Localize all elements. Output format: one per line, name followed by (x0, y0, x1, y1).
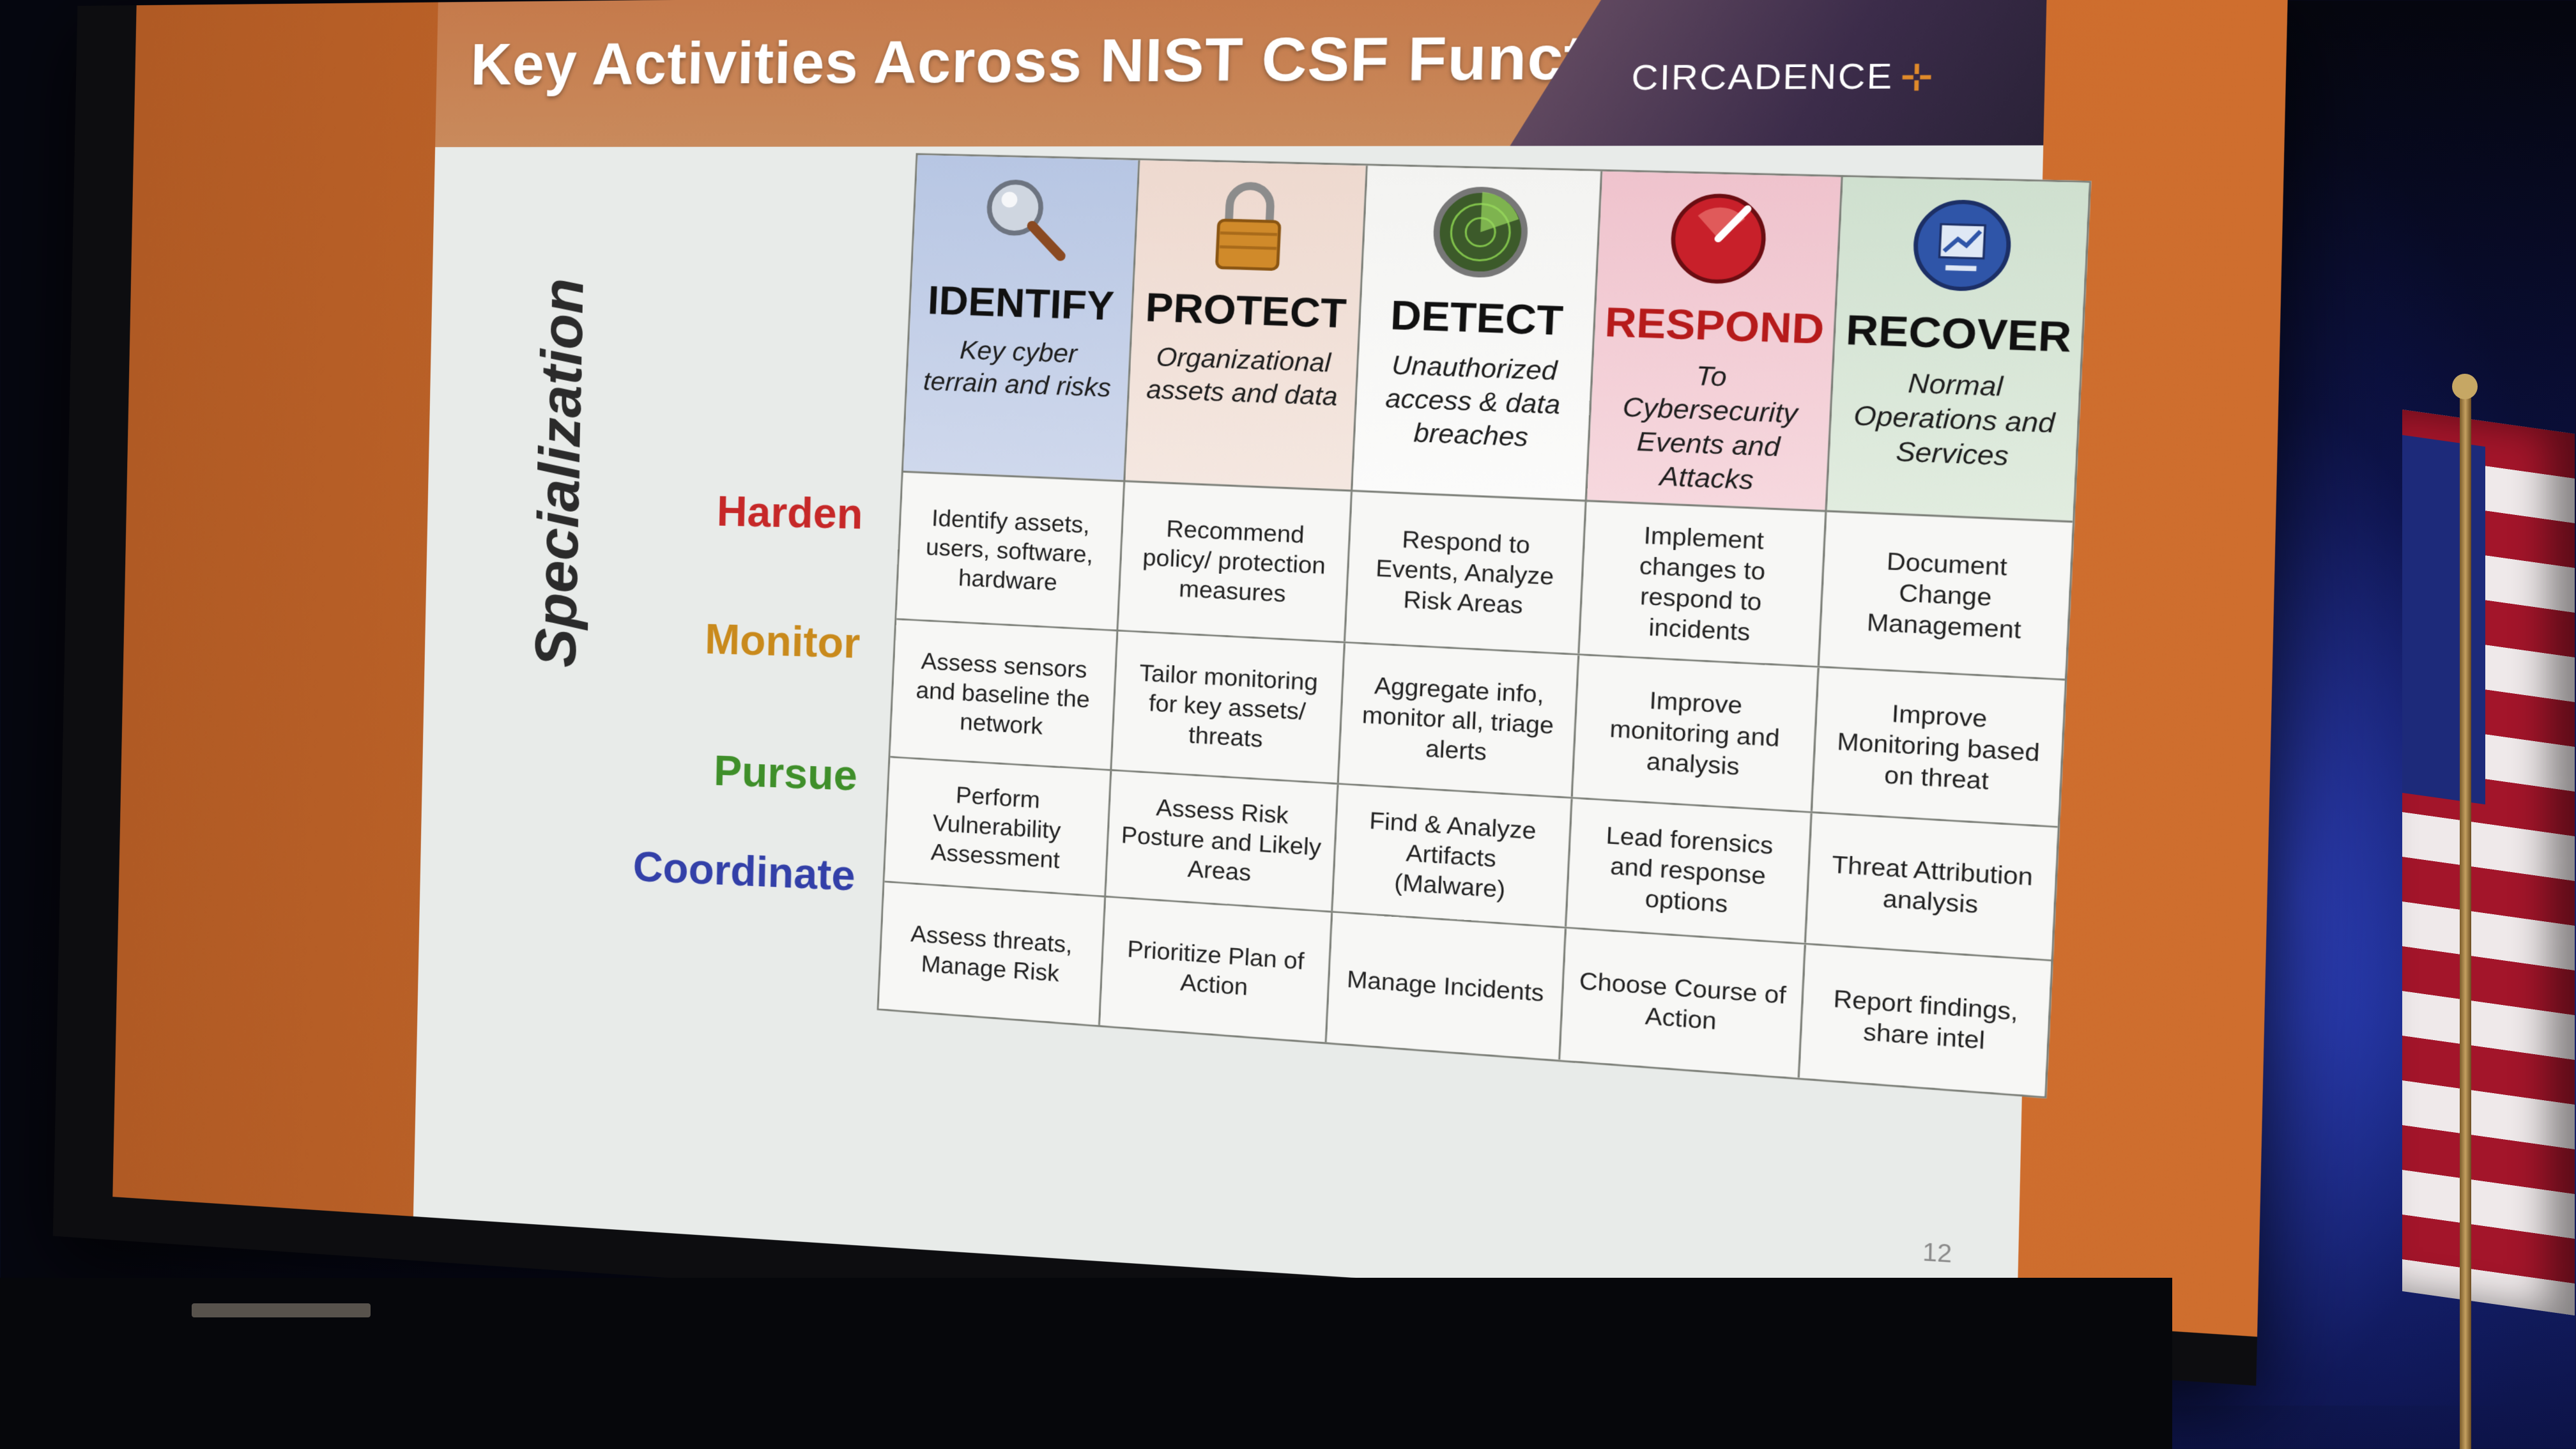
table-cell: Perform Vulnerability Assessment (885, 758, 1112, 896)
function-name: RESPOND (1594, 298, 1835, 355)
table-cell: Assess threats, Manage Risk (879, 882, 1106, 1025)
table-header-row: IDENTIFY Key cyber terrain and risks PRO… (903, 155, 2089, 523)
row-label-harden: Harden (608, 484, 864, 539)
table-cell: Improve monitoring and analysis (1573, 656, 1820, 811)
presentation-slide: Key Activities Across NIST CSF Functions… (413, 0, 2047, 1321)
function-description: Normal Operations and Services (1846, 364, 2064, 475)
table-cell: Choose Course of Action (1560, 929, 1806, 1078)
function-name: PROTECT (1132, 284, 1360, 338)
table-cell: Assess sensors and baseline the network (891, 620, 1118, 769)
function-name: IDENTIFY (910, 277, 1133, 330)
table-cell: Report findings, share intel (1800, 945, 2051, 1096)
table-cell: Manage Incidents (1327, 913, 1567, 1060)
header-identify: IDENTIFY Key cyber terrain and risks (903, 155, 1140, 482)
brand-mark-icon: ⊹ (1900, 57, 1935, 97)
table-cell: Improve Monitoring based on threat (1813, 668, 2065, 825)
slide-title-bar: Key Activities Across NIST CSF Functions… (435, 0, 2047, 147)
header-recover: RECOVER Normal Operations and Services (1827, 177, 2089, 523)
table-cell: Prioritize Plan of Action (1100, 898, 1333, 1042)
header-protect: PROTECT Organizational assets and data (1125, 160, 1368, 492)
table-cell: Tailor monitoring for key assets/ threat… (1112, 632, 1346, 783)
table-cell: Lead forensics and response options (1567, 799, 1813, 942)
header-detect: DETECT Unauthorized access & data breach… (1353, 165, 1602, 502)
function-description: Unauthorized access & data breaches (1370, 348, 1576, 456)
table-cell: Respond to Events, Analyze Risk Areas (1346, 492, 1586, 654)
function-name: RECOVER (1835, 305, 2083, 362)
table-cell: Threat Attribution analysis (1807, 813, 2058, 960)
alert-dial-icon (1662, 187, 1774, 291)
nist-csf-table: IDENTIFY Key cyber terrain and risks PRO… (877, 153, 2091, 1099)
table-cell: Identify assets, users, software, hardwa… (896, 473, 1124, 630)
slide-title: Key Activities Across NIST CSF Functions (470, 22, 1724, 98)
brand-name: CIRCADENCE (1631, 57, 1894, 98)
flag-pole-finial (2452, 374, 2478, 399)
row-label-monitor: Monitor (605, 611, 861, 668)
page-number: 12 (1922, 1238, 1952, 1269)
specialization-label: Specialization (523, 286, 594, 668)
table-cell: Aggregate info, monitor all, triage aler… (1339, 643, 1579, 797)
table-cell: Recommend policy/ protection measures (1118, 482, 1353, 641)
table-cell: Document Change Management (1820, 512, 2073, 678)
function-name: DETECT (1360, 291, 1595, 346)
table-cell: Implement changes to respond to incident… (1579, 502, 1827, 666)
header-respond: RESPOND To Cybersecurity Events and Atta… (1587, 171, 1844, 512)
recovery-globe-icon (1905, 192, 2020, 299)
row-label-coordinate: Coordinate (600, 841, 855, 900)
flag-pole (2460, 383, 2471, 1449)
projected-image: Key Activities Across NIST CSF Functions… (112, 0, 2288, 1337)
row-label-pursue: Pursue (602, 742, 857, 800)
radar-icon (1426, 181, 1535, 284)
stage-light-strip (192, 1303, 371, 1317)
magnifier-icon (972, 169, 1076, 270)
table-cell: Assess Risk Posture and Likely Areas (1106, 771, 1339, 911)
brand-logo: CIRCADENCE ⊹ (1631, 56, 1935, 98)
padlock-icon (1197, 175, 1303, 277)
table-cell: Find & Analyze Artifacts (Malware) (1333, 785, 1573, 926)
function-description: To Cybersecurity Events and Attacks (1603, 356, 1816, 500)
projection-screen: Key Activities Across NIST CSF Functions… (53, 0, 2288, 1386)
function-description: Key cyber terrain and risks (921, 332, 1115, 404)
function-description: Organizational assets and data (1143, 340, 1342, 413)
flag-canton (2402, 435, 2485, 804)
